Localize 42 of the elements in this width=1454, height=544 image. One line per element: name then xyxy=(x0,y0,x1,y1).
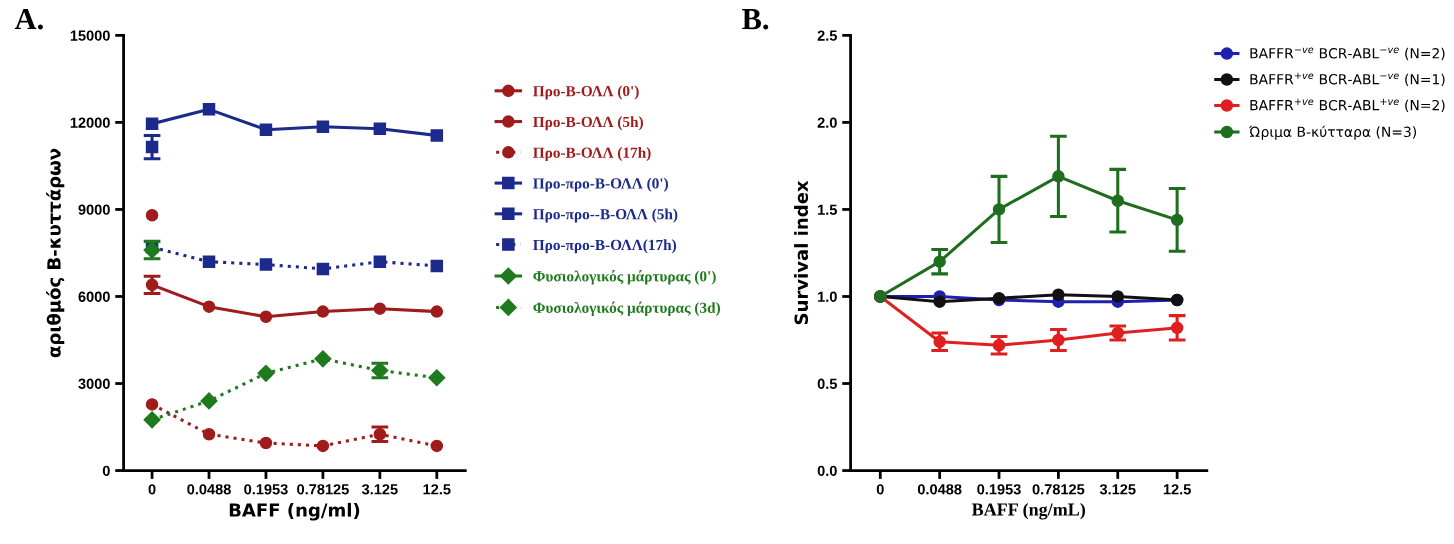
x-axis-title: BAFF (ng/mL) xyxy=(971,502,1085,520)
x-tick-label: 0.1953 xyxy=(977,484,1021,495)
x-tick-label: 0.1953 xyxy=(244,484,288,495)
y-tick-label: 0.5 xyxy=(817,378,837,389)
x-tick-label: 0 xyxy=(148,484,156,495)
chart-title: B. xyxy=(742,9,769,30)
legend-label: BAFFR$^{−ve}$ BCR-ABL$^{−ve}$ (N=2) xyxy=(1250,47,1445,61)
y-axis-title: Survival index xyxy=(794,180,809,325)
y-tick-label: 12000 xyxy=(70,117,110,128)
y-tick-label: 2.5 xyxy=(817,30,837,41)
y-tick-label: 2.0 xyxy=(817,117,837,128)
x-tick-label: 12.5 xyxy=(423,484,451,495)
legend-label: Φυσιολογικός μάρτυρας (0') xyxy=(533,269,716,285)
legend-label: Φυσιολογικός μάρτυρας (3d) xyxy=(533,301,720,317)
x-tick-label: 12.5 xyxy=(1163,484,1191,495)
legend-label: Ώριμα Β-κύτταρα (N=3) xyxy=(1248,125,1417,140)
y-tick-label: 6000 xyxy=(78,291,110,302)
x-tick-label: 0.78125 xyxy=(297,484,349,495)
y-tick-label: 1.5 xyxy=(818,204,837,215)
legend-label: Προ-προ-Β-ΟΛΛ(17h) xyxy=(533,239,677,254)
legend-label: BAFFR$^{+ve}$ BCR-ABL$^{−ve}$ (N=1) xyxy=(1250,72,1445,87)
y-tick-label: 1.0 xyxy=(818,291,837,302)
x-tick-label: 0.78125 xyxy=(1032,484,1085,495)
legend-label: Προ-Β-ΟΛΛ (17h) xyxy=(533,147,651,161)
y-axis-title: αριθμός Β-κυττάρων xyxy=(46,148,65,358)
x-tick-label: 3.125 xyxy=(361,484,398,495)
chart-title: A. xyxy=(14,8,43,30)
legend-label: BAFFR$^{+ve}$ BCR-ABL$^{+ve}$ (N=2) xyxy=(1250,98,1445,113)
x-tick-label: 0 xyxy=(876,484,884,495)
y-tick-label: 3000 xyxy=(78,378,110,389)
legend-label: Προ-προ-Β-ΟΛΛ (0') xyxy=(533,177,668,192)
x-tick-label: 3.125 xyxy=(1099,484,1136,495)
x-tick-label: 0.0488 xyxy=(917,484,962,495)
legend-label: Προ-Β-ΟΛΛ (5h) xyxy=(533,116,643,131)
y-tick-label: 15000 xyxy=(70,30,110,41)
x-axis-title: BAFF (ng/ml) xyxy=(229,502,360,521)
legend-label: Προ-προ--Β-ΟΛΛ (5h) xyxy=(533,208,678,223)
y-tick-label: 9000 xyxy=(78,204,110,215)
x-tick-label: 0.0488 xyxy=(187,484,231,495)
y-tick-label: 0.0 xyxy=(817,465,837,476)
y-tick-label: 0 xyxy=(102,465,110,476)
legend-label: Προ-Β-ΟΛΛ (0') xyxy=(533,85,639,100)
